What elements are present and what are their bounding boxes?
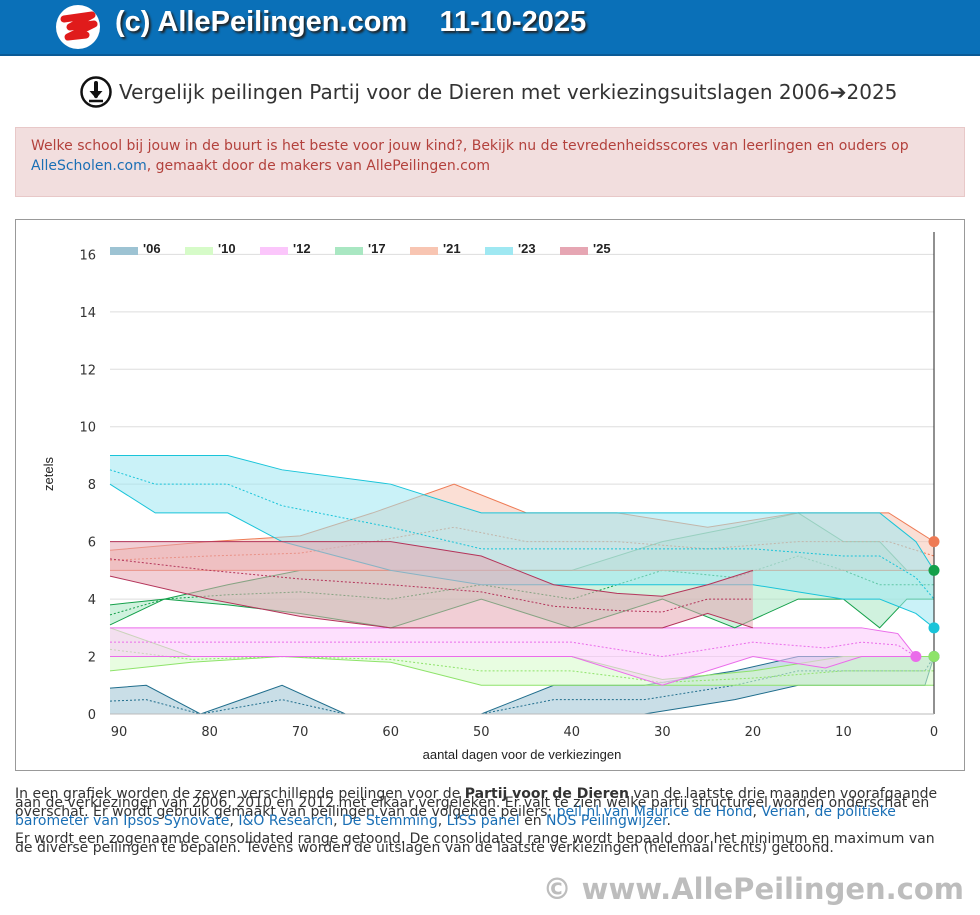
y-tick-label: 16 <box>79 248 96 263</box>
pollster-link[interactable]: Verian <box>761 804 806 820</box>
legend-swatch <box>560 247 588 255</box>
pollster-link[interactable]: NOS Peilingwijzer <box>546 813 667 829</box>
legend-label: '21 <box>443 241 461 256</box>
series-lower-line <box>110 656 916 686</box>
desc-text: In een grafiek worden de zeven verschill… <box>15 786 465 802</box>
legend-swatch <box>185 247 213 255</box>
separator: , <box>752 804 762 820</box>
series-mid-line <box>109 648 934 683</box>
pollster-link[interactable]: peil.nl van Maurice de Hond <box>556 804 753 820</box>
legend-label: '17 <box>368 241 386 256</box>
x-tick-label: 80 <box>201 725 218 740</box>
series-band <box>110 656 934 714</box>
x-tick-label: 60 <box>382 725 399 740</box>
legend-swatch <box>335 247 363 255</box>
separator: , <box>437 813 447 829</box>
site-name: (c) AllePeilingen.com <box>115 6 408 38</box>
notice-text: Welke school bij jouw in de buurt is het… <box>31 138 909 154</box>
legend-swatch <box>110 247 138 255</box>
y-axis-title: zetels <box>41 457 56 491</box>
separator: , <box>229 813 239 829</box>
x-tick-label: 50 <box>473 725 490 740</box>
legend-label: '06 <box>143 241 161 256</box>
desc-text-2: van de laatste drie maanden voorafgaande… <box>15 786 938 820</box>
description-paragraph-2: Er wordt een zogenaamde consolidated ran… <box>15 831 935 856</box>
y-tick-label: 0 <box>88 708 96 723</box>
y-tick-label: 8 <box>88 478 96 493</box>
legend-label: '12 <box>293 241 311 256</box>
result-point <box>928 651 940 663</box>
separator: en <box>519 813 547 829</box>
pollster-link[interactable]: de politieke barometer van Ipsos Synovat… <box>15 804 896 829</box>
series-mid-line <box>109 558 753 613</box>
result-point <box>928 622 940 634</box>
pollster-link[interactable]: I&O Research <box>238 813 334 829</box>
x-tick-label: 0 <box>930 725 938 740</box>
notice-banner: Welke school bij jouw in de buurt is het… <box>15 127 965 197</box>
legend-label: '23 <box>518 241 536 256</box>
pollster-link[interactable]: LISS panel <box>446 813 520 829</box>
result-point <box>910 651 922 663</box>
footer-watermark: © www.AllePeilingen.com <box>542 872 964 906</box>
poll-chart: 0 2 4 6 8 10 12 14 16 90 80 70 60 50 40 30 20 10 0 aantal d… <box>41 232 940 762</box>
y-tick-label: 4 <box>88 593 96 608</box>
legend-swatch <box>485 247 513 255</box>
series-mid-line <box>109 469 935 600</box>
series-mid-line <box>109 656 935 715</box>
y-tick-label: 6 <box>88 536 96 551</box>
series-lower-line <box>109 656 934 686</box>
separator: , <box>805 804 815 820</box>
description-paragraph-1: In een grafiek worden de zeven verschill… <box>15 787 955 829</box>
separator: , <box>333 813 342 829</box>
download-icon[interactable] <box>80 76 112 108</box>
page-heading: Vergelijk peilingen Partij voor de Diere… <box>80 75 897 109</box>
x-tick-label: 40 <box>564 725 581 740</box>
x-tick-label: 90 <box>111 725 128 740</box>
series-mid-line <box>110 641 917 658</box>
separator: . <box>666 813 671 829</box>
notice-text-end: , gemaakt door de makers van AllePeiling… <box>146 158 491 174</box>
party-name: Partij voor de Dieren <box>464 786 629 802</box>
site-title: (c) AllePeilingen.com 11-10-2025 <box>115 6 586 39</box>
series-lower-line <box>109 483 935 629</box>
legend-label: '10 <box>218 241 236 256</box>
legend-swatch <box>260 247 288 255</box>
chart-container: 0 2 4 6 8 10 12 14 16 90 80 70 60 50 40 30 20 10 0 aantal d… <box>15 219 965 771</box>
top-bar: (c) AllePeilingen.com 11-10-2025 <box>0 0 980 56</box>
legend-label: '25 <box>593 241 611 256</box>
x-tick-label: 10 <box>835 725 852 740</box>
series-upper-line <box>110 454 935 571</box>
pollster-link[interactable]: De Stemming <box>341 813 438 829</box>
x-tick-label: 30 <box>654 725 671 740</box>
site-logo-icon[interactable] <box>56 5 100 49</box>
series-upper-line <box>110 541 754 597</box>
result-point <box>928 564 940 576</box>
notice-link[interactable]: AlleScholen.com <box>31 158 147 174</box>
x-tick-label: 70 <box>292 725 309 740</box>
y-tick-label: 2 <box>88 651 96 666</box>
y-tick-label: 10 <box>79 421 96 436</box>
x-axis-title: aantal dagen voor de verkiezingen <box>423 747 622 762</box>
page-title: Vergelijk peilingen Partij voor de Diere… <box>119 80 898 104</box>
series-band <box>110 541 753 628</box>
result-point <box>928 536 940 548</box>
x-tick-label: 20 <box>745 725 762 740</box>
y-tick-label: 14 <box>79 306 96 321</box>
y-tick-label: 12 <box>79 363 96 378</box>
legend-swatch <box>410 247 438 255</box>
series-lower-line <box>109 575 754 629</box>
header-date: 11-10-2025 <box>439 6 587 38</box>
